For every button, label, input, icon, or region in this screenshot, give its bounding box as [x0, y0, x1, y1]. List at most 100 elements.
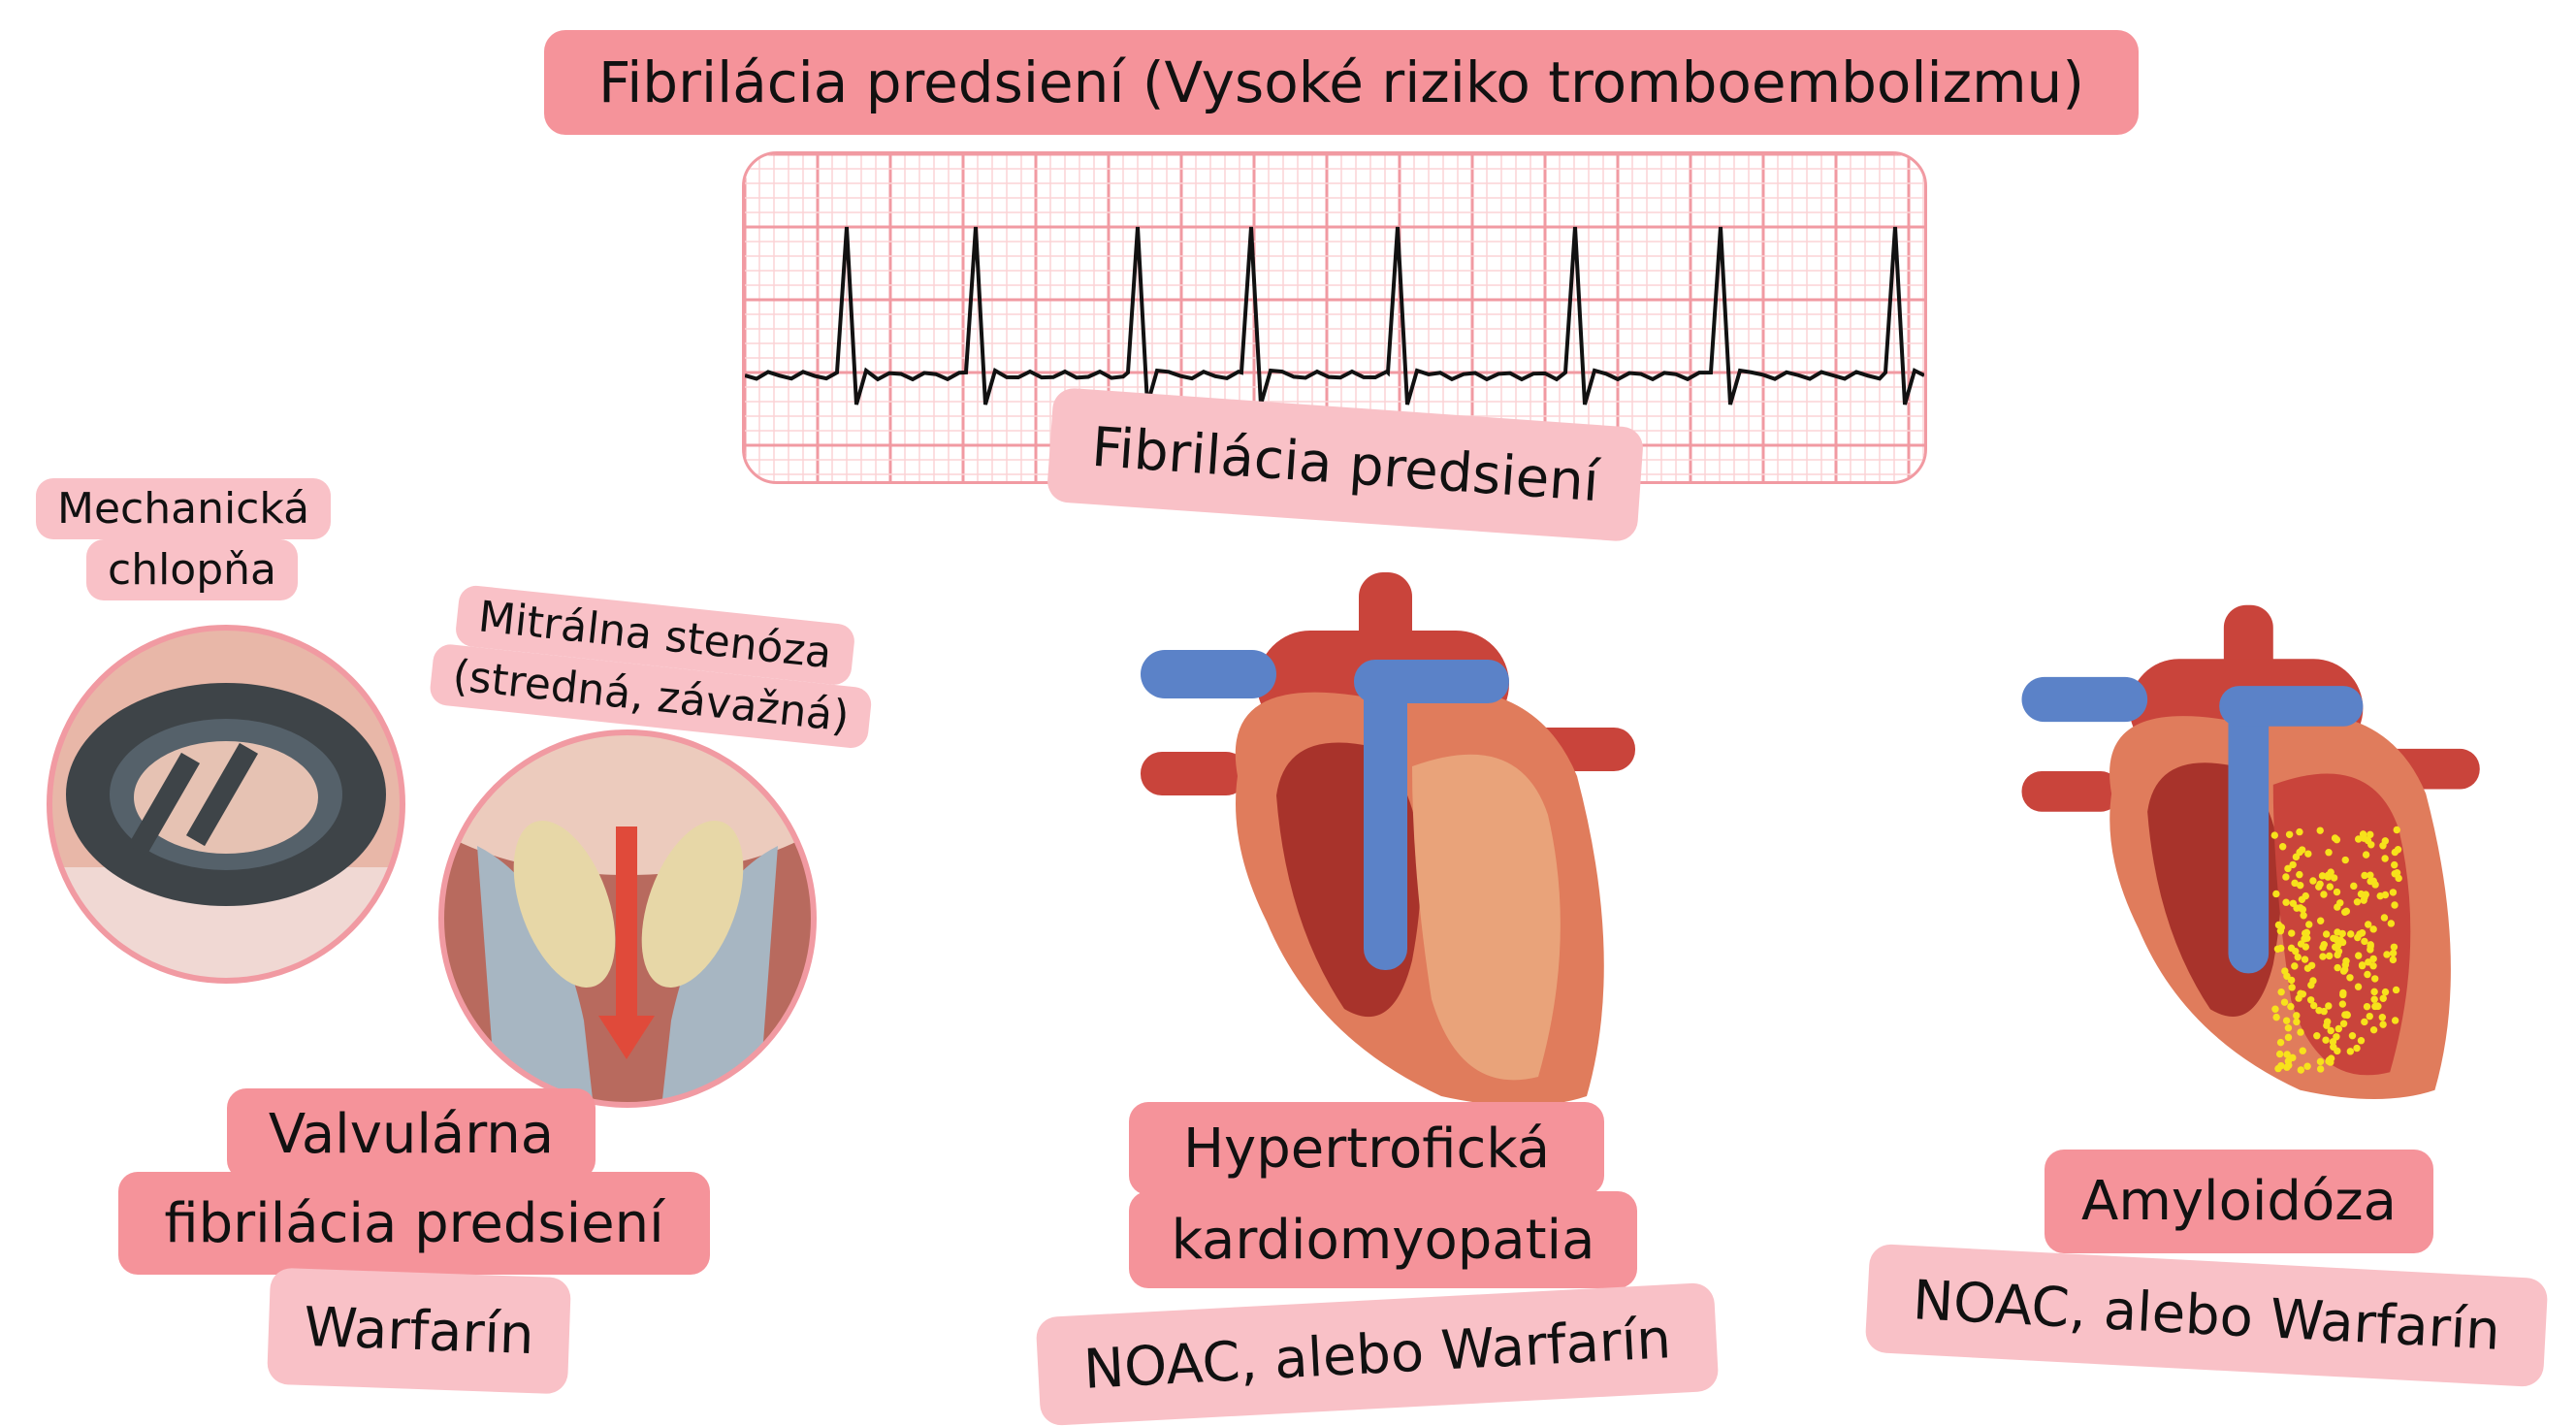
amyloid-dot — [2349, 1032, 2356, 1039]
amyloid-dot — [2276, 1051, 2283, 1057]
amyloid-dot — [2390, 956, 2397, 963]
amyloid-dot — [2292, 948, 2299, 955]
amyloid-dot — [2391, 861, 2398, 868]
amyloid-dot — [2381, 914, 2388, 921]
amyloid-dot — [2334, 836, 2340, 843]
amyloid-dot — [2271, 1006, 2278, 1013]
amyloid-dot — [2379, 1014, 2386, 1021]
amyloid-dot — [2334, 1048, 2340, 1054]
amyloid-dot — [2359, 962, 2366, 969]
page-title: Fibrilácia predsiení (Vysoké riziko trom… — [544, 30, 2139, 135]
label-line: Hypertrofická — [1129, 1102, 1604, 1195]
amyloid-dot — [2305, 921, 2312, 927]
amyloid-dot — [2339, 1000, 2346, 1007]
amyloid-dot — [2283, 973, 2290, 980]
amyloid-dot — [2277, 988, 2284, 995]
amyloid-dot — [2319, 953, 2326, 959]
amyloid-dot — [2330, 1038, 2336, 1045]
amyloid-dot — [2279, 843, 2286, 850]
amyloid-dot — [2304, 850, 2311, 857]
amyloid-dot — [2391, 901, 2398, 908]
amyloid-dot — [2309, 977, 2316, 984]
amyloid-dot — [2293, 1019, 2300, 1025]
amyloid-dot — [2297, 882, 2303, 889]
amyloid-dot — [2271, 831, 2278, 838]
amyloid-dot — [2331, 874, 2337, 881]
amyloid-dot — [2381, 855, 2388, 861]
amyloid-dot — [2282, 873, 2289, 880]
amyloid-dot — [2347, 930, 2354, 937]
amyloid-dot — [2285, 1062, 2292, 1069]
amyloid-dot — [2277, 927, 2284, 934]
amyloid-dot — [2392, 1017, 2399, 1023]
amyloid-dot — [2394, 826, 2400, 833]
amyloid-dot — [2382, 837, 2389, 844]
amyloid-dot — [2361, 938, 2367, 945]
amyloid-dot — [2335, 1025, 2342, 1032]
amyloid-dot — [2354, 898, 2361, 905]
amyloid-dot — [2336, 899, 2343, 906]
amyloid-dot — [2283, 1051, 2290, 1057]
amyloid-dot — [2358, 1037, 2365, 1044]
amyloid-dot — [2283, 1017, 2290, 1023]
ecg-line — [745, 227, 1924, 405]
amyloid-dot — [2380, 995, 2387, 1002]
amyloid-dot — [2395, 846, 2401, 853]
amyloid-dot — [2343, 908, 2350, 915]
label-line: Mechanická — [36, 478, 331, 539]
amyloid-dot — [2393, 987, 2399, 993]
amyloid-dot — [2361, 1019, 2367, 1025]
amyloid-dot — [2281, 998, 2288, 1005]
amyloidosis-label: Amyloidóza — [2045, 1150, 2433, 1253]
amyloid-dot — [2296, 871, 2302, 878]
amyloid-dot — [2374, 1003, 2381, 1010]
amyloid-dot — [2313, 1032, 2320, 1039]
amyloid-dot — [2300, 1048, 2306, 1054]
amyloid-dot — [2309, 877, 2316, 884]
amyloid-dot — [2361, 872, 2367, 879]
amyloid-dot — [2296, 828, 2302, 835]
amyloid-dot — [2391, 944, 2398, 951]
amyloid-dot — [2341, 1011, 2348, 1018]
amyloid-dot — [2370, 996, 2377, 1003]
amyloid-dot — [2295, 994, 2302, 1001]
amyloid-dot — [2382, 891, 2389, 898]
amyloid-dot — [2364, 971, 2370, 978]
amyloid-dot — [2365, 837, 2371, 844]
amyloid-dot — [2303, 935, 2310, 942]
hypertrophic-treatment-label: NOAC, alebo Warfarín — [1036, 1282, 1720, 1426]
amyloid-dot — [2334, 889, 2340, 895]
amyloid-dot — [2274, 1065, 2281, 1072]
amyloid-dot — [2288, 984, 2295, 990]
amyloid-dot — [2291, 962, 2298, 969]
amyloid-dot — [2304, 964, 2311, 971]
label-line: fibrilácia predsiení — [118, 1172, 710, 1275]
amyloid-dot — [2330, 935, 2336, 942]
label-line: chlopňa — [86, 539, 298, 600]
amyloid-dot — [2321, 1008, 2328, 1015]
amyloid-dot — [2321, 941, 2328, 948]
amyloid-dot — [2337, 936, 2344, 943]
amyloid-dot — [2286, 831, 2293, 838]
amyloid-dot — [2355, 952, 2362, 958]
amyloid-dot — [2315, 883, 2322, 890]
amyloid-dot — [2298, 1066, 2304, 1073]
amyloid-dot — [2379, 1021, 2386, 1027]
label-line: kardiomyopatia — [1129, 1191, 1637, 1288]
amyloid-dot — [2328, 1054, 2334, 1061]
heart-image-amyloidosis — [2004, 561, 2489, 1152]
amyloid-dot — [2299, 896, 2305, 903]
amyloid-dot — [2347, 1048, 2354, 1054]
amyloid-dot — [2370, 988, 2377, 995]
heart-image-hypertrophic — [1121, 553, 1645, 1135]
amyloid-dot — [2383, 951, 2390, 957]
amyloid-dot — [2317, 918, 2324, 924]
amyloid-dot — [2367, 946, 2373, 953]
amyloidosis-treatment-label: NOAC, alebo Warfarín — [1865, 1244, 2549, 1387]
amyloid-dot — [2353, 1045, 2360, 1052]
amyloid-dot — [2369, 962, 2376, 969]
amyloid-dot — [2320, 891, 2327, 897]
amyloid-dot — [2367, 1013, 2373, 1020]
amyloid-dot — [2319, 872, 2326, 879]
amyloid-dot — [2370, 1026, 2377, 1033]
